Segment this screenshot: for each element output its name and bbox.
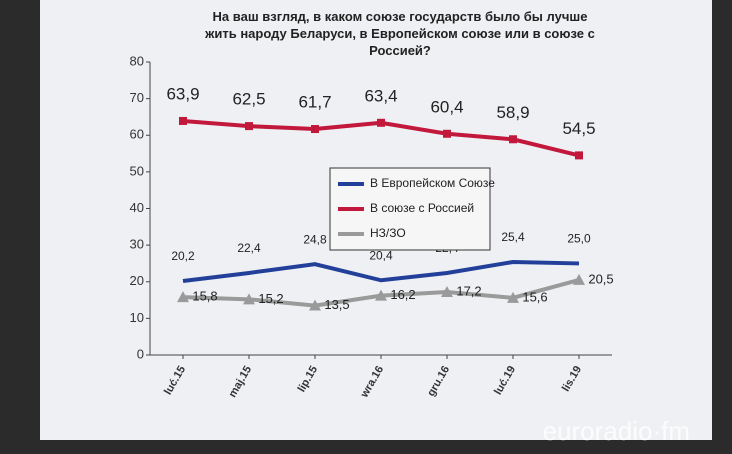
data-label: 20,5 [588, 271, 613, 286]
y-tick-label: 20 [130, 273, 144, 288]
point [575, 151, 583, 160]
y-tick-label: 70 [130, 90, 144, 105]
point [245, 122, 253, 131]
data-label: 22,4 [237, 241, 261, 255]
data-label: 54,5 [562, 119, 595, 138]
data-label: 17,2 [456, 283, 481, 298]
y-tick-label: 0 [137, 346, 144, 361]
data-label: 24,8 [303, 232, 327, 246]
point [309, 299, 321, 311]
point [177, 291, 189, 303]
data-label: 62,5 [232, 90, 265, 109]
data-label: 15,2 [258, 291, 283, 306]
point [509, 135, 517, 144]
data-label: 16,2 [390, 287, 415, 302]
y-tick-label: 40 [130, 200, 144, 215]
legend-label: В Европейском Союзе [370, 176, 495, 190]
legend-label: В союзе с Россией [370, 201, 474, 215]
y-tick-label: 30 [130, 237, 144, 252]
y-tick-label: 10 [130, 310, 144, 325]
data-label: 20,2 [171, 249, 195, 263]
chart-title: На ваш взгляд, в каком союзе государств … [205, 9, 595, 58]
point [377, 118, 385, 127]
data-label: 15,6 [522, 289, 547, 304]
point [507, 291, 519, 303]
data-label: 25,0 [567, 232, 591, 246]
watermark: euroradio·fm [543, 416, 690, 446]
title-box: На ваш взгляд, в каком союзе государств … [205, 9, 595, 58]
point [243, 293, 255, 305]
data-label: 15,8 [192, 289, 217, 304]
data-label: 61,7 [298, 93, 331, 112]
point [441, 286, 453, 298]
point [311, 125, 319, 134]
data-label: 25,4 [501, 230, 525, 244]
data-label: 63,9 [166, 84, 199, 103]
data-label: 20,4 [369, 248, 393, 262]
y-tick-label: 60 [130, 127, 144, 142]
data-label: 63,4 [364, 86, 397, 105]
point [573, 273, 585, 285]
point [179, 116, 187, 125]
data-label: 60,4 [430, 97, 463, 116]
data-label: 13,5 [324, 297, 349, 312]
series-line [182, 259, 580, 284]
point [443, 129, 451, 138]
y-tick-label: 50 [130, 163, 144, 178]
data-label: 58,9 [496, 103, 529, 122]
y-tick-label: 80 [130, 53, 144, 68]
legend-label: НЗ/ЗО [370, 226, 406, 240]
point [375, 289, 387, 301]
